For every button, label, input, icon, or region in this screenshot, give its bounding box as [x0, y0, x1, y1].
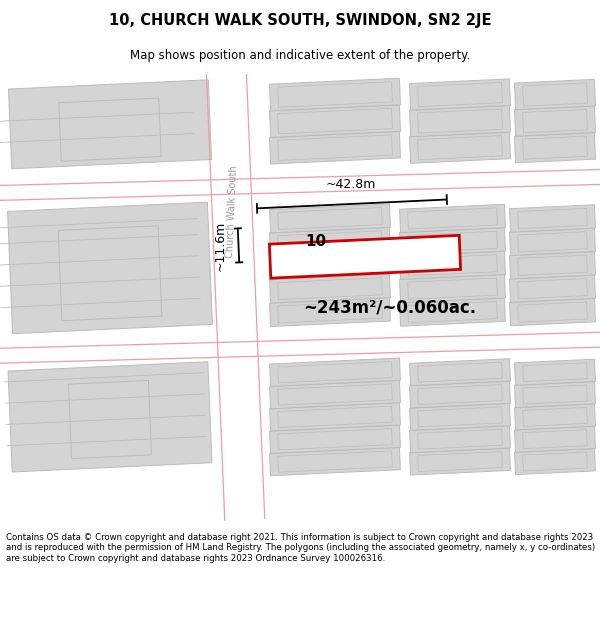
- Polygon shape: [518, 208, 587, 229]
- Polygon shape: [68, 381, 151, 459]
- Polygon shape: [269, 425, 400, 453]
- Polygon shape: [515, 449, 595, 474]
- Polygon shape: [509, 275, 595, 302]
- Polygon shape: [0, 169, 600, 201]
- Polygon shape: [407, 301, 497, 322]
- Polygon shape: [278, 451, 392, 472]
- Polygon shape: [523, 136, 587, 159]
- Polygon shape: [518, 279, 587, 299]
- Polygon shape: [59, 98, 161, 161]
- Polygon shape: [278, 301, 382, 323]
- Polygon shape: [407, 208, 497, 229]
- Polygon shape: [400, 251, 505, 279]
- Polygon shape: [418, 136, 502, 160]
- Polygon shape: [418, 362, 502, 382]
- Polygon shape: [515, 359, 595, 385]
- Polygon shape: [206, 62, 265, 521]
- Polygon shape: [400, 274, 505, 302]
- Polygon shape: [523, 83, 587, 106]
- Text: Map shows position and indicative extent of the property.: Map shows position and indicative extent…: [130, 49, 470, 62]
- Polygon shape: [418, 384, 502, 404]
- Text: ~11.6m: ~11.6m: [214, 221, 227, 271]
- Polygon shape: [407, 278, 497, 299]
- Polygon shape: [418, 82, 502, 106]
- Text: Church Walk South: Church Walk South: [225, 165, 239, 258]
- Polygon shape: [410, 132, 511, 163]
- Polygon shape: [410, 106, 511, 137]
- Polygon shape: [269, 381, 400, 409]
- Polygon shape: [269, 402, 400, 431]
- Polygon shape: [8, 202, 212, 334]
- Polygon shape: [269, 448, 400, 476]
- Polygon shape: [269, 298, 391, 326]
- Polygon shape: [410, 426, 511, 452]
- Polygon shape: [278, 135, 392, 161]
- Text: ~42.8m: ~42.8m: [326, 178, 376, 191]
- Polygon shape: [514, 132, 596, 163]
- Text: ~243m²/~0.060ac.: ~243m²/~0.060ac.: [304, 299, 476, 317]
- Polygon shape: [269, 105, 400, 138]
- Polygon shape: [278, 406, 392, 428]
- Polygon shape: [278, 384, 392, 405]
- Polygon shape: [410, 403, 511, 431]
- Text: 10, CHURCH WALK SOUTH, SWINDON, SN2 2JE: 10, CHURCH WALK SOUTH, SWINDON, SN2 2JE: [109, 13, 491, 28]
- Polygon shape: [518, 232, 587, 252]
- Polygon shape: [518, 255, 587, 276]
- Text: Contains OS data © Crown copyright and database right 2021. This information is : Contains OS data © Crown copyright and d…: [6, 533, 595, 563]
- Polygon shape: [410, 79, 511, 110]
- Polygon shape: [518, 302, 587, 322]
- Polygon shape: [400, 228, 505, 256]
- Polygon shape: [269, 251, 391, 280]
- Polygon shape: [523, 362, 587, 382]
- Polygon shape: [509, 298, 595, 326]
- Polygon shape: [407, 255, 497, 276]
- Polygon shape: [410, 359, 511, 386]
- Polygon shape: [400, 298, 505, 326]
- Polygon shape: [523, 430, 587, 449]
- Polygon shape: [509, 228, 595, 256]
- Polygon shape: [515, 404, 595, 430]
- Polygon shape: [515, 381, 595, 408]
- Polygon shape: [400, 204, 505, 232]
- Polygon shape: [269, 131, 400, 164]
- Polygon shape: [523, 452, 587, 471]
- Polygon shape: [278, 254, 382, 276]
- Polygon shape: [523, 109, 587, 132]
- Polygon shape: [269, 236, 461, 278]
- Polygon shape: [418, 407, 502, 427]
- Polygon shape: [0, 332, 600, 363]
- Polygon shape: [278, 278, 382, 299]
- Polygon shape: [278, 231, 382, 253]
- Polygon shape: [509, 252, 595, 279]
- Polygon shape: [514, 79, 596, 109]
- Polygon shape: [514, 106, 596, 136]
- Polygon shape: [269, 78, 400, 111]
- Polygon shape: [269, 204, 391, 233]
- Polygon shape: [523, 408, 587, 426]
- Polygon shape: [269, 228, 391, 256]
- Polygon shape: [418, 429, 502, 449]
- Polygon shape: [278, 208, 382, 229]
- Polygon shape: [410, 381, 511, 408]
- Polygon shape: [58, 226, 162, 321]
- Polygon shape: [523, 385, 587, 404]
- Polygon shape: [418, 109, 502, 133]
- Polygon shape: [515, 426, 595, 452]
- Polygon shape: [278, 108, 392, 134]
- Polygon shape: [418, 452, 502, 471]
- Polygon shape: [269, 274, 391, 303]
- Polygon shape: [509, 205, 595, 232]
- Polygon shape: [269, 358, 400, 386]
- Polygon shape: [8, 362, 212, 472]
- Polygon shape: [278, 362, 392, 382]
- Polygon shape: [407, 231, 497, 253]
- Polygon shape: [278, 429, 392, 450]
- Polygon shape: [8, 80, 212, 169]
- Polygon shape: [278, 82, 392, 107]
- Text: 10: 10: [305, 234, 326, 249]
- Polygon shape: [410, 448, 511, 475]
